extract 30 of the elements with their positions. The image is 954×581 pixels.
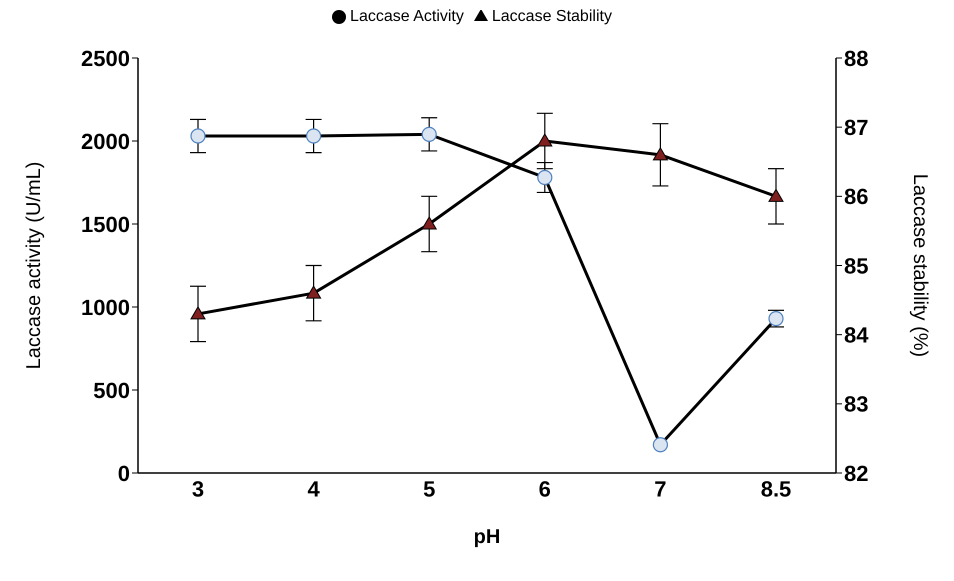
y2-tick-label: 85 — [844, 253, 868, 278]
legend-label: Laccase Activity — [350, 8, 464, 25]
y-tick-label: 1000 — [81, 294, 130, 320]
point — [652, 147, 668, 160]
y2-tick-label: 82 — [844, 460, 868, 486]
x-tick-label: 3 — [192, 476, 204, 502]
x-tick-label: 6 — [538, 476, 551, 502]
x-axis-title: pH — [474, 526, 500, 548]
point — [422, 216, 437, 230]
y2-tick-label: 88 — [844, 46, 868, 71]
point — [190, 306, 206, 320]
y2-axis-title: Laccase stability (%) — [908, 174, 931, 358]
y-tick-label: 2000 — [81, 128, 130, 154]
y2-tick-label: 83 — [844, 392, 868, 417]
x-tick-label: 8.5 — [760, 476, 792, 502]
x-tick-label: 4 — [307, 476, 320, 502]
y2-tick-label: 86 — [844, 184, 868, 210]
y2-tick-label: 84 — [844, 322, 870, 348]
y-axis-title: Laccase activity (U/mL) — [23, 162, 46, 370]
x-tick-label: 7 — [654, 476, 667, 502]
y-tick-label: 1500 — [81, 212, 130, 237]
y-tick-label: 2500 — [81, 46, 130, 71]
y-tick-label: 500 — [93, 378, 130, 403]
y-tick-label: 0 — [118, 460, 130, 486]
point — [768, 188, 784, 202]
x-tick-label: 5 — [423, 476, 436, 502]
point — [306, 286, 322, 299]
point — [537, 134, 552, 146]
y2-tick-label: 87 — [844, 114, 868, 140]
legend-label: Laccase Stability — [492, 8, 612, 25]
